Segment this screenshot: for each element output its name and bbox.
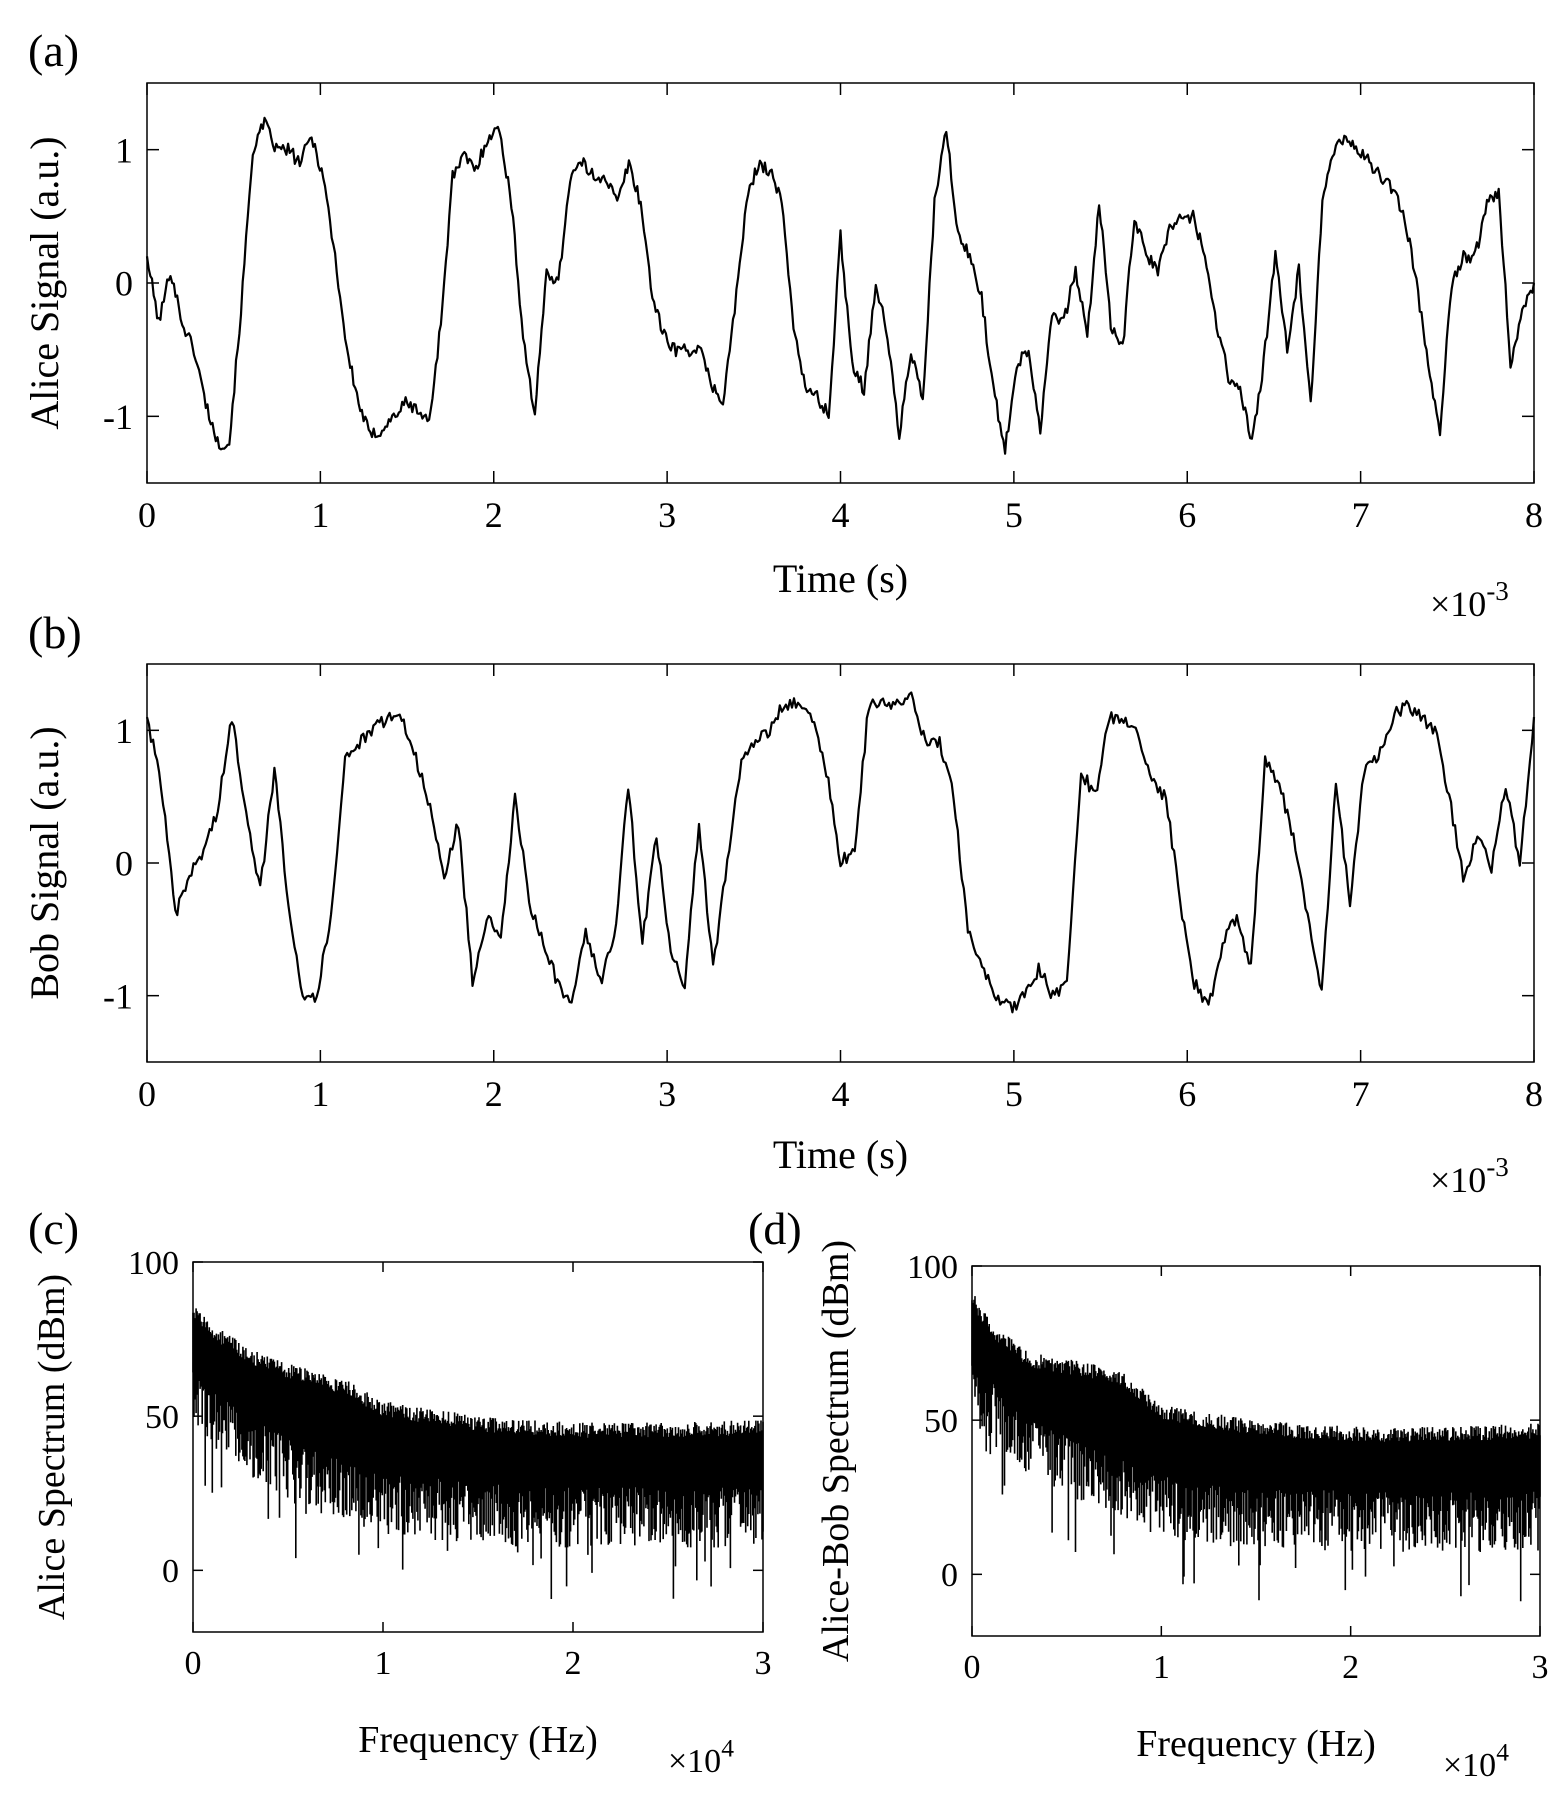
y-axis-label: Alice Spectrum (dBm) <box>31 1274 73 1620</box>
y-tick-label: 0 <box>162 1553 179 1590</box>
y-tick-label: 1 <box>115 711 133 751</box>
multiplier-base: ×10 <box>1443 1747 1496 1784</box>
x-tick-label: 2 <box>485 1074 503 1114</box>
y-axis-label: Alice Signal (a.u.) <box>22 136 67 429</box>
x-tick-label: 1 <box>311 1074 329 1114</box>
axes-frame <box>192 1261 764 1633</box>
x-tick-label: 6 <box>1178 495 1196 535</box>
series-line <box>145 691 1536 1014</box>
y-axis-label: Alice-Bob Spectrum (dBm) <box>815 1240 857 1662</box>
panel-b: 0 1 2 3 4 5 6 7 8 -1 0 1 Time (s) Bob Signal (a.u.) ×1… <box>22 607 1543 1200</box>
y-tick-label: 100 <box>907 1249 958 1286</box>
x-tick-label: 7 <box>1352 1074 1370 1114</box>
x-tick-label: 4 <box>832 495 850 535</box>
y-tick-label: 0 <box>115 844 133 884</box>
panel-label: (b) <box>28 607 82 658</box>
panel-d: 0 1 2 3 0 50 100 Frequency (Hz) Alice-Bob Spectr… <box>748 1203 1549 1784</box>
x-tick-label: 0 <box>185 1645 202 1682</box>
y-tick-label: -1 <box>103 976 133 1016</box>
x-tick-label: 2 <box>565 1645 582 1682</box>
x-axis-label: Frequency (Hz) <box>358 1719 598 1761</box>
x-axis-label: Time (s) <box>773 1132 908 1177</box>
axes-frame <box>146 82 1535 484</box>
x-axis-multiplier: ×10-3 <box>1430 1152 1509 1200</box>
x-tick-label: 3 <box>658 1074 676 1114</box>
y-axis-label: Bob Signal (a.u.) <box>22 726 67 999</box>
panel-c: 0 1 2 3 0 50 100 Frequency (Hz) Alice Spectrum (… <box>28 1203 772 1780</box>
spectrum-fill <box>971 1296 1541 1602</box>
panel-a: 0 1 2 3 4 5 6 7 8 -1 0 1 Time (s) Alice Signal (a.u.)… <box>22 25 1543 624</box>
x-axis-label: Time (s) <box>773 556 908 601</box>
x-tick-label: 4 <box>832 1074 850 1114</box>
x-tick-label: 0 <box>138 495 156 535</box>
x-axis-label: Frequency (Hz) <box>1136 1723 1376 1765</box>
multiplier-base: ×10 <box>1430 1160 1486 1200</box>
x-tick-label: 6 <box>1178 1074 1196 1114</box>
x-tick-label: 8 <box>1525 1074 1543 1114</box>
panel-label: (d) <box>748 1203 802 1254</box>
x-tick-label: 0 <box>964 1649 981 1686</box>
y-tick-label: 50 <box>924 1403 958 1440</box>
y-tick-label: 100 <box>128 1245 179 1282</box>
multiplier-base: ×10 <box>1430 584 1486 624</box>
series-line <box>145 116 1536 455</box>
x-tick-label: 2 <box>1342 1649 1359 1686</box>
x-tick-label: 0 <box>138 1074 156 1114</box>
multiplier-exponent: 4 <box>721 1734 734 1763</box>
multiplier-exponent: 4 <box>1496 1738 1509 1767</box>
y-tick-label: 0 <box>941 1557 958 1594</box>
panel-label: (c) <box>28 1203 79 1254</box>
x-axis-multiplier: ×10-3 <box>1430 576 1509 624</box>
multiplier-base: ×10 <box>668 1743 721 1780</box>
x-tick-label: 2 <box>485 495 503 535</box>
x-tick-label: 3 <box>755 1645 772 1682</box>
y-tick-label: 0 <box>115 264 133 304</box>
x-tick-label: 3 <box>1532 1649 1549 1686</box>
multiplier-exponent: -3 <box>1486 576 1509 606</box>
panel-label: (a) <box>28 25 79 76</box>
x-tick-label: 5 <box>1005 1074 1023 1114</box>
x-tick-label: 7 <box>1352 495 1370 535</box>
y-tick-label: -1 <box>103 397 133 437</box>
axes-frame <box>971 1265 1541 1637</box>
x-tick-label: 8 <box>1525 495 1543 535</box>
spectrum-fill <box>192 1308 764 1599</box>
y-tick-label: 50 <box>145 1399 179 1436</box>
y-tick-label: 1 <box>115 130 133 170</box>
x-tick-label: 1 <box>1153 1649 1170 1686</box>
x-tick-label: 3 <box>658 495 676 535</box>
x-tick-label: 5 <box>1005 495 1023 535</box>
x-axis-multiplier: ×104 <box>668 1734 734 1780</box>
x-axis-multiplier: ×104 <box>1443 1738 1509 1784</box>
x-tick-label: 1 <box>311 495 329 535</box>
x-tick-label: 1 <box>375 1645 392 1682</box>
multiplier-exponent: -3 <box>1486 1152 1509 1182</box>
